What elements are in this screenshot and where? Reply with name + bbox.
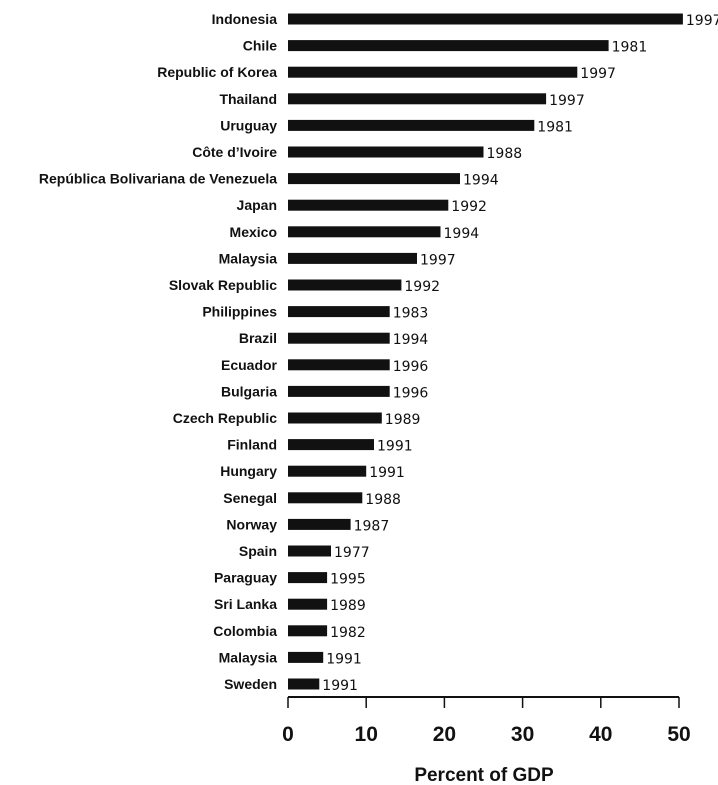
bar	[288, 66, 578, 78]
bar-year-label: 1983	[393, 306, 429, 322]
bar-year-label: 1988	[365, 492, 401, 508]
bar	[288, 625, 328, 637]
bar	[288, 492, 363, 504]
bar	[288, 678, 320, 690]
bar-year-label: 1996	[393, 359, 429, 375]
category-label: Sweden	[224, 676, 277, 692]
bar	[288, 598, 328, 610]
bar	[288, 199, 449, 211]
bar	[288, 439, 374, 451]
bar-year-label: 1996	[393, 385, 429, 401]
category-label: Spain	[239, 543, 277, 559]
category-label: Chile	[243, 38, 277, 54]
category-label: Ecuador	[221, 357, 278, 373]
x-axis-title: Percent of GDP	[414, 765, 554, 785]
category-label: República Bolivariana de Venezuela	[39, 171, 277, 187]
category-label: Mexico	[230, 224, 277, 240]
bar	[288, 332, 390, 344]
bars-group	[288, 13, 683, 690]
bar	[288, 465, 367, 477]
category-label: Republic of Korea	[157, 64, 277, 80]
bar	[288, 651, 324, 663]
bar	[288, 545, 331, 557]
bar	[288, 518, 351, 530]
category-label: Malaysia	[219, 250, 278, 266]
x-tick-label: 40	[589, 723, 612, 746]
category-label: Paraguay	[214, 570, 277, 586]
category-label: Japan	[237, 197, 277, 213]
bar	[288, 146, 484, 158]
category-labels-group: Indonesia Chile Republic of Korea Thailand U…	[39, 11, 278, 692]
bar-year-label: 1989	[330, 598, 366, 614]
bar-year-label: 1994	[393, 332, 429, 348]
bar	[288, 119, 535, 131]
x-tick-label: 0	[282, 723, 294, 746]
bar-year-label: 1991	[326, 651, 362, 667]
bar-year-label: 1981	[537, 119, 573, 135]
bar	[288, 252, 417, 264]
bar	[288, 359, 390, 371]
bar-year-label: 1988	[487, 146, 523, 162]
bar-year-label: 1997	[580, 66, 616, 82]
x-tick-label: 10	[355, 723, 378, 746]
category-label: Slovak Republic	[169, 277, 277, 293]
bar-year-label: 1995	[330, 572, 366, 588]
bar-year-label: 1997	[420, 252, 456, 268]
category-label: Thailand	[219, 91, 277, 107]
category-label: Hungary	[220, 463, 277, 479]
bar-year-label: 1987	[354, 518, 390, 534]
bar	[288, 412, 382, 424]
x-ticks-group: 0 10 20 30 40 50	[282, 697, 691, 746]
bar	[288, 40, 609, 52]
category-label: Bulgaria	[221, 383, 277, 399]
bar	[288, 385, 390, 397]
bar	[288, 306, 390, 318]
category-label: Côte d’Ivoire	[192, 144, 277, 160]
category-label: Sri Lanka	[214, 596, 277, 612]
bar	[288, 13, 683, 25]
category-label: Malaysia	[219, 649, 278, 665]
category-label: Norway	[226, 516, 277, 532]
bar-year-label: 1991	[377, 439, 413, 455]
bar-year-label: 1982	[330, 625, 366, 641]
category-label: Finland	[227, 437, 277, 453]
bar	[288, 279, 402, 291]
bar	[288, 93, 547, 105]
bar-year-label: 1994	[463, 173, 499, 189]
x-tick-label: 30	[511, 723, 534, 746]
bar-year-label: 1997	[549, 93, 585, 109]
bar	[288, 572, 328, 584]
bar-year-label: 1991	[322, 678, 358, 694]
bar-year-label: 1981	[612, 40, 648, 56]
bar-year-label: 1992	[404, 279, 440, 295]
bar-year-label: 1992	[451, 199, 487, 215]
category-label: Philippines	[202, 304, 277, 320]
bar-year-label: 1991	[369, 465, 405, 481]
bar-year-label: 1997	[686, 13, 718, 29]
bar	[288, 173, 460, 185]
bar	[288, 226, 441, 238]
category-label: Czech Republic	[173, 410, 277, 426]
category-label: Colombia	[213, 623, 277, 639]
bar-year-label: 1977	[334, 545, 370, 561]
category-label: Brazil	[239, 330, 277, 346]
x-tick-label: 50	[667, 723, 690, 746]
bar-year-label: 1989	[385, 412, 421, 428]
bar-year-labels-group: 1997 1981 1997 1997 1981 1988 1994 1992 1994 1997…	[322, 13, 718, 694]
category-label: Indonesia	[212, 11, 278, 27]
x-tick-label: 20	[433, 723, 456, 746]
category-label: Uruguay	[220, 117, 277, 133]
category-label: Senegal	[223, 490, 277, 506]
bar-year-label: 1994	[444, 226, 480, 242]
